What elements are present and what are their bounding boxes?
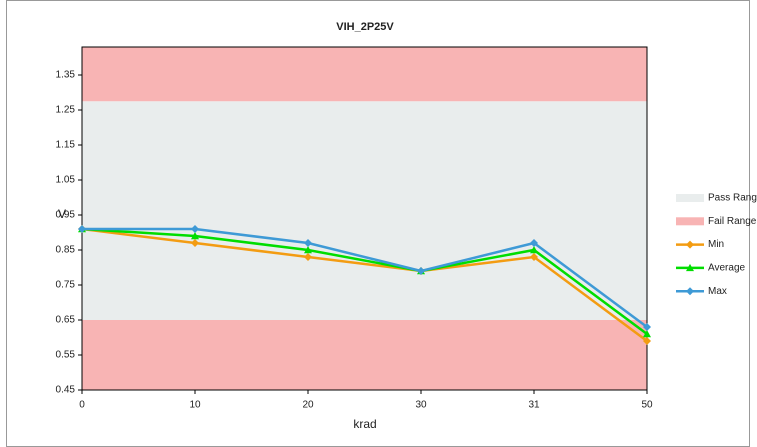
y-tick-label: 1.05	[56, 175, 76, 186]
y-tick-label: 0.85	[56, 245, 76, 256]
y-axis-label: V	[58, 207, 66, 221]
data-point	[304, 239, 312, 247]
legend-marker	[686, 287, 694, 296]
band	[82, 47, 647, 102]
data-point	[191, 232, 199, 240]
y-tick-label: 0.95	[56, 210, 76, 221]
y-tick-label: 0.65	[56, 315, 76, 326]
x-tick-label: 0	[79, 400, 85, 411]
data-point	[417, 267, 425, 275]
data-point	[191, 225, 199, 233]
legend-label: Fail Range	[708, 216, 757, 227]
y-tick-label: 0.55	[56, 350, 76, 361]
series-line	[81, 227, 648, 343]
legend-label: Pass Range	[708, 193, 757, 204]
data-point	[304, 246, 312, 254]
series-line	[82, 227, 648, 329]
x-tick-label: 10	[189, 400, 201, 411]
x-axis-label: krad	[353, 417, 376, 431]
y-tick-label: 1.35	[56, 70, 76, 81]
data-point	[304, 253, 312, 261]
band	[82, 101, 647, 320]
legend-label: Max	[708, 286, 727, 297]
series-line	[81, 227, 648, 336]
band	[82, 320, 647, 390]
legend-swatch	[676, 217, 704, 226]
data-point	[78, 225, 86, 233]
data-point	[530, 253, 538, 261]
data-point	[530, 239, 538, 247]
legend-label: Min	[708, 239, 724, 250]
x-tick-label: 31	[528, 400, 540, 411]
data-point	[530, 246, 538, 254]
y-tick-label: 1.15	[56, 140, 76, 151]
data-point	[643, 323, 651, 331]
data-point	[643, 330, 651, 338]
data-point	[643, 337, 651, 345]
legend-marker	[686, 240, 694, 249]
legend-marker	[686, 263, 694, 272]
y-tick-label: 0.75	[56, 280, 76, 291]
chart-title: VIH_2P25V	[336, 21, 394, 33]
y-tick-label: 1.25	[56, 105, 76, 116]
x-tick-label: 20	[302, 400, 314, 411]
legend-swatch	[676, 194, 704, 202]
legend-label: Average	[708, 263, 746, 274]
y-tick-label: 0.45	[56, 385, 76, 396]
data-point	[191, 239, 199, 247]
x-tick-label: 50	[641, 400, 653, 411]
plot-border	[81, 46, 648, 391]
x-tick-label: 30	[415, 400, 427, 411]
